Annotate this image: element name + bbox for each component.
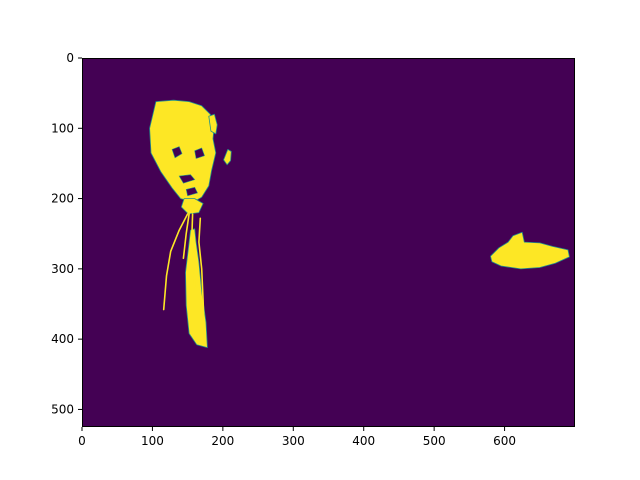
y-tick-label: 0 xyxy=(66,51,74,65)
axes-frame xyxy=(82,58,575,427)
y-axis: 0 100 200 300 400 500 xyxy=(51,51,82,416)
y-tick-label: 200 xyxy=(51,192,74,206)
mask-region-tie xyxy=(185,228,208,349)
mask-hole-eye-left xyxy=(171,146,183,159)
plot-area xyxy=(82,58,575,427)
mask-hole-eye-right xyxy=(194,147,205,159)
mask-strokes xyxy=(162,213,206,342)
x-axis: 0 100 200 300 400 500 600 xyxy=(78,427,516,448)
x-tick-label: 0 xyxy=(78,434,86,448)
mask-region-head xyxy=(149,99,217,203)
mask-stroke-shirt-center-line xyxy=(191,213,196,288)
x-tick-label: 200 xyxy=(211,434,234,448)
x-tick-label: 400 xyxy=(352,434,375,448)
x-tick-label: 600 xyxy=(493,434,516,448)
mask-regions xyxy=(149,99,570,349)
x-tick-label: 500 xyxy=(423,434,446,448)
x-tick-label: 100 xyxy=(141,434,164,448)
mask-region-ear-fragment xyxy=(223,148,232,166)
mask-stroke-tie-left-edge xyxy=(182,213,190,260)
mask-stroke-collar-right-line xyxy=(198,217,206,342)
mask-hole-chin-shadow xyxy=(185,186,198,197)
y-tick-label: 300 xyxy=(51,262,74,276)
y-tick-label: 500 xyxy=(51,402,74,416)
mask-region-neck-knot xyxy=(180,198,204,215)
y-tick-label: 100 xyxy=(51,121,74,135)
y-tick-label: 400 xyxy=(51,332,74,346)
mask-holes xyxy=(171,146,205,197)
mask-stroke-collar-left-line xyxy=(162,213,189,311)
mask-region-hair-right-fragment xyxy=(208,113,218,135)
mask-region-hand xyxy=(490,231,570,270)
mask-hole-mouth xyxy=(178,174,196,184)
x-tick-label: 300 xyxy=(282,434,305,448)
